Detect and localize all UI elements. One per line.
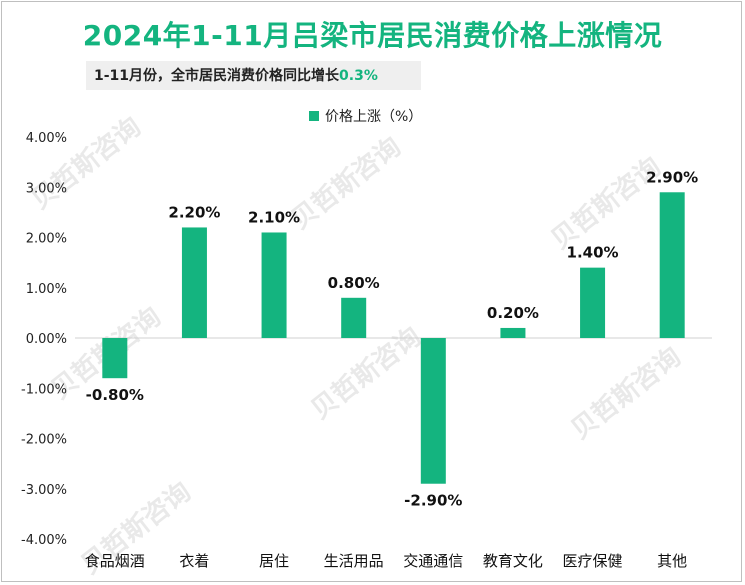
bar-3 xyxy=(261,232,287,338)
y-tick-label: -3.00% xyxy=(21,483,67,498)
plot-area: 4.00% 3.00% 2.00% 1.00% 0.00% -1.00% -2.00% -3.… xyxy=(21,131,712,570)
watermark: 贝哲斯咨询 xyxy=(25,111,147,215)
bar-4 xyxy=(341,297,367,338)
y-tick-label: 0.00% xyxy=(26,332,67,347)
y-tick-label: 3.00% xyxy=(26,181,67,196)
watermark: 贝哲斯咨询 xyxy=(285,131,407,235)
data-label: -2.90% xyxy=(404,492,462,510)
bar-2 xyxy=(181,227,207,338)
data-label: 0.20% xyxy=(487,304,539,322)
y-tick-label: 2.00% xyxy=(26,232,67,247)
legend-swatch xyxy=(309,111,319,121)
legend: 价格上涨（%） xyxy=(309,106,422,126)
x-category-label: 交通通信 xyxy=(403,552,463,570)
x-category-label: 食品烟酒 xyxy=(85,552,145,570)
chart-title: 2024年1-11月吕梁市居民消费价格上涨情况 xyxy=(82,19,663,52)
summary-box: 1-11月份，全市居民消费价格同比增长0.3% xyxy=(86,61,421,90)
x-category-label: 医疗保健 xyxy=(563,552,623,570)
bar-6 xyxy=(500,327,526,338)
data-label: -0.80% xyxy=(86,386,144,404)
summary-value: 0.3% xyxy=(339,68,378,84)
y-tick-label: 1.00% xyxy=(26,282,67,297)
y-tick-label: -1.00% xyxy=(21,382,67,397)
y-tick-label: 4.00% xyxy=(26,131,67,146)
legend-label: 价格上涨（%） xyxy=(325,109,423,125)
y-tick-label: -4.00% xyxy=(21,533,67,548)
x-category-label: 衣着 xyxy=(179,552,209,570)
x-category-label: 居住 xyxy=(259,552,289,570)
x-category-label: 教育文化 xyxy=(483,552,543,570)
data-label: 2.20% xyxy=(168,203,220,221)
watermark: 贝哲斯咨询 xyxy=(565,341,687,445)
bar-5 xyxy=(420,338,446,484)
data-label: 2.90% xyxy=(646,168,698,186)
bar-7 xyxy=(580,267,606,338)
data-label: 1.40% xyxy=(567,244,619,262)
data-label: 2.10% xyxy=(248,208,300,226)
summary-text: 1-11月份，全市居民消费价格同比增长 xyxy=(94,68,340,84)
x-category-label: 生活用品 xyxy=(324,552,384,570)
watermark: 贝哲斯咨询 xyxy=(545,151,667,255)
bar-8 xyxy=(659,192,685,338)
data-label: 0.80% xyxy=(328,274,380,292)
x-category-label: 其他 xyxy=(657,552,687,570)
bar-1 xyxy=(102,338,128,379)
y-tick-label: -2.00% xyxy=(21,433,67,448)
